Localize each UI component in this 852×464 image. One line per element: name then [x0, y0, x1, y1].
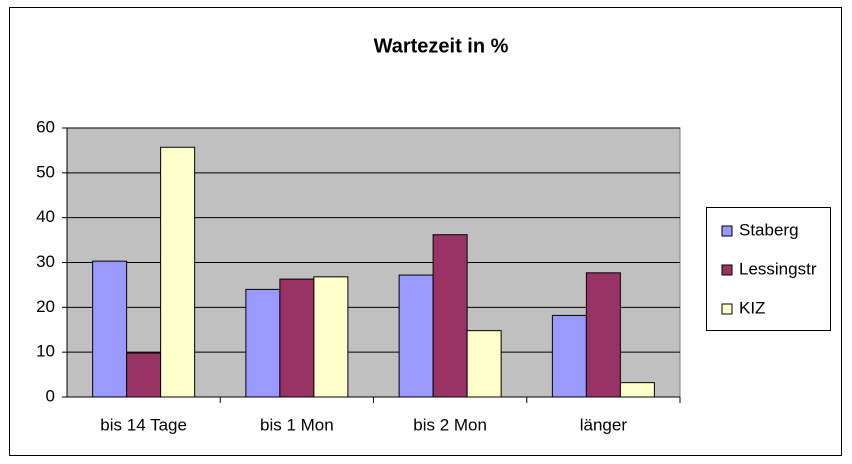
- bar: [313, 276, 349, 398]
- bar: [551, 314, 587, 398]
- legend-label: KIZ: [739, 298, 765, 317]
- legend-swatch: [721, 264, 733, 276]
- y-tick-label: 20: [36, 297, 55, 316]
- bar: [160, 146, 196, 398]
- y-tick-label: 30: [36, 252, 55, 271]
- bar: [245, 288, 281, 398]
- legend-swatch: [721, 303, 733, 315]
- legend-swatch: [721, 225, 733, 237]
- chart-title: Wartezeit in %: [374, 35, 509, 57]
- bar: [398, 274, 434, 398]
- y-tick-label: 40: [36, 207, 55, 226]
- legend-label: Staberg: [739, 220, 799, 239]
- x-tick-label: bis 2 Mon: [413, 415, 487, 434]
- bar: [466, 330, 502, 398]
- y-tick-label: 10: [36, 342, 55, 361]
- y-tick-label: 50: [36, 162, 55, 181]
- y-tick-label: 60: [36, 117, 55, 136]
- legend-label: Lessingstr: [739, 259, 817, 278]
- x-tick-label: länger: [580, 415, 628, 434]
- bar: [432, 234, 468, 398]
- bar: [585, 272, 621, 398]
- bar: [92, 260, 128, 398]
- bar: [279, 278, 315, 398]
- bar: [126, 352, 162, 398]
- bar: [619, 382, 655, 398]
- y-tick-label: 0: [46, 386, 55, 405]
- x-tick-label: bis 14 Tage: [100, 415, 187, 434]
- x-tick-label: bis 1 Mon: [260, 415, 334, 434]
